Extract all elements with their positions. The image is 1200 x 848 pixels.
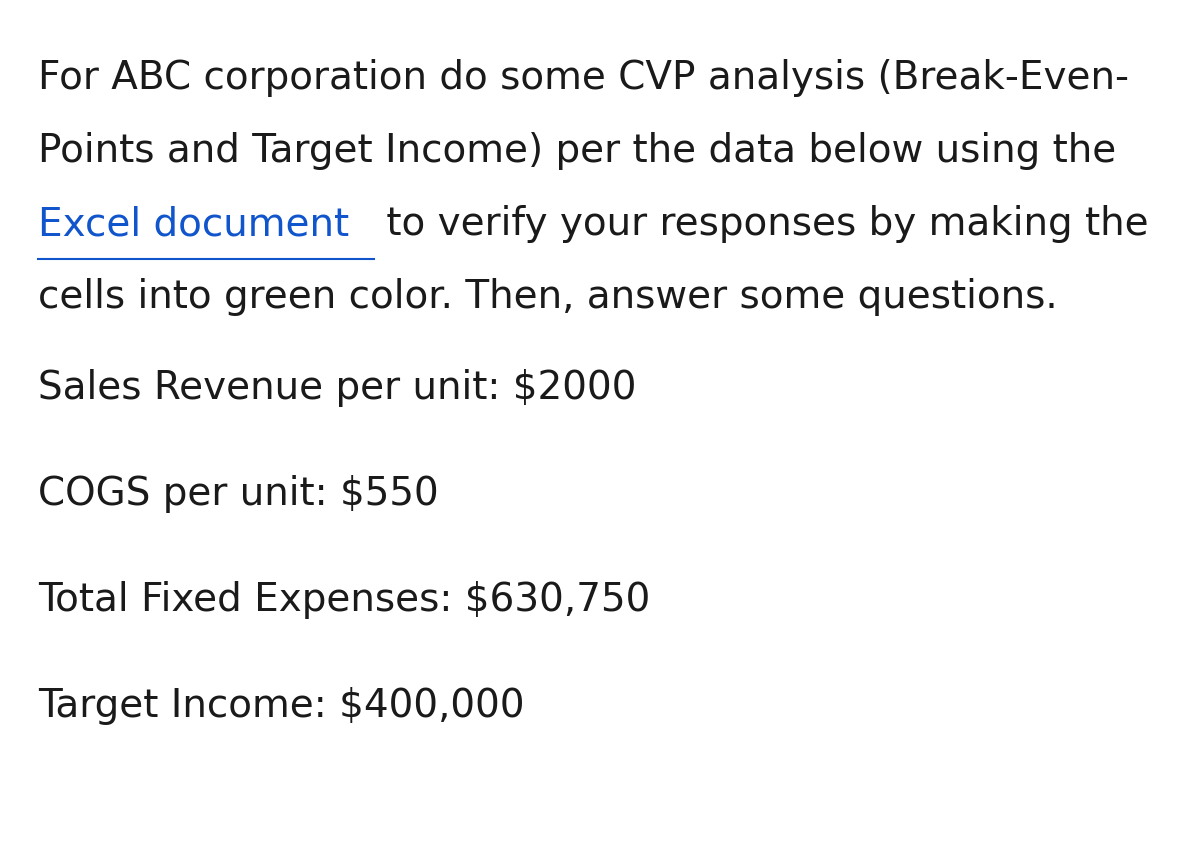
Text: Target Income: $400,000: Target Income: $400,000 bbox=[38, 687, 524, 725]
Text: Total Fixed Expenses: $630,750: Total Fixed Expenses: $630,750 bbox=[38, 581, 650, 619]
Text: to verify your responses by making the: to verify your responses by making the bbox=[374, 205, 1148, 243]
Text: Points and Target Income) per the data below using the: Points and Target Income) per the data b… bbox=[38, 132, 1116, 170]
Text: COGS per unit: $550: COGS per unit: $550 bbox=[38, 475, 439, 513]
Text: Excel document: Excel document bbox=[38, 205, 349, 243]
Text: For ABC corporation do some CVP analysis (Break-Even-: For ABC corporation do some CVP analysis… bbox=[38, 59, 1129, 98]
Text: cells into green color. Then, answer some questions.: cells into green color. Then, answer som… bbox=[38, 278, 1058, 316]
Text: Sales Revenue per unit: $2000: Sales Revenue per unit: $2000 bbox=[38, 369, 637, 407]
